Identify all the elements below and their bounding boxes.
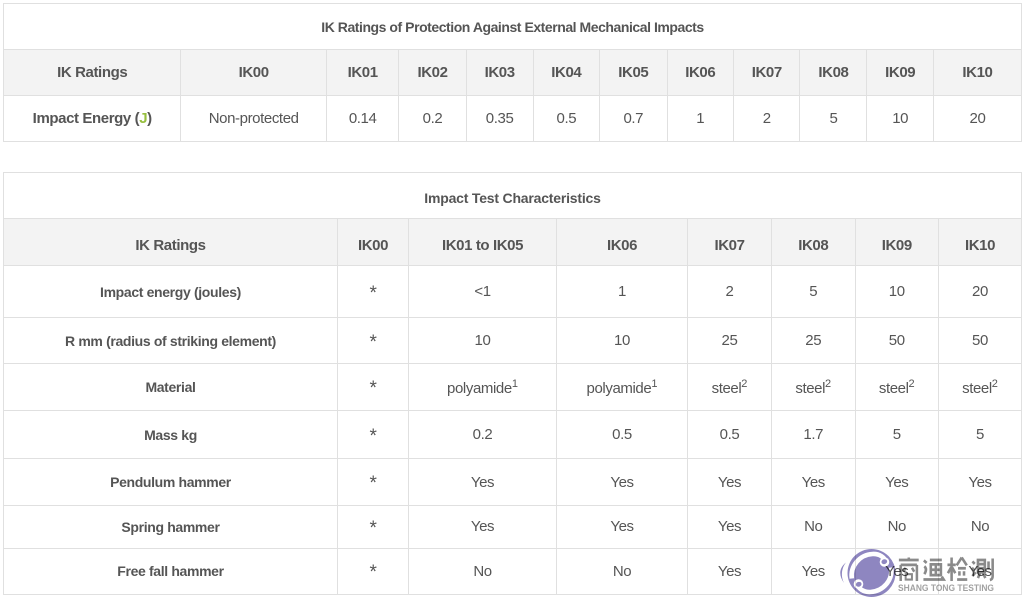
svg-text:SHANG TONG TESTING: SHANG TONG TESTING [898, 583, 994, 593]
